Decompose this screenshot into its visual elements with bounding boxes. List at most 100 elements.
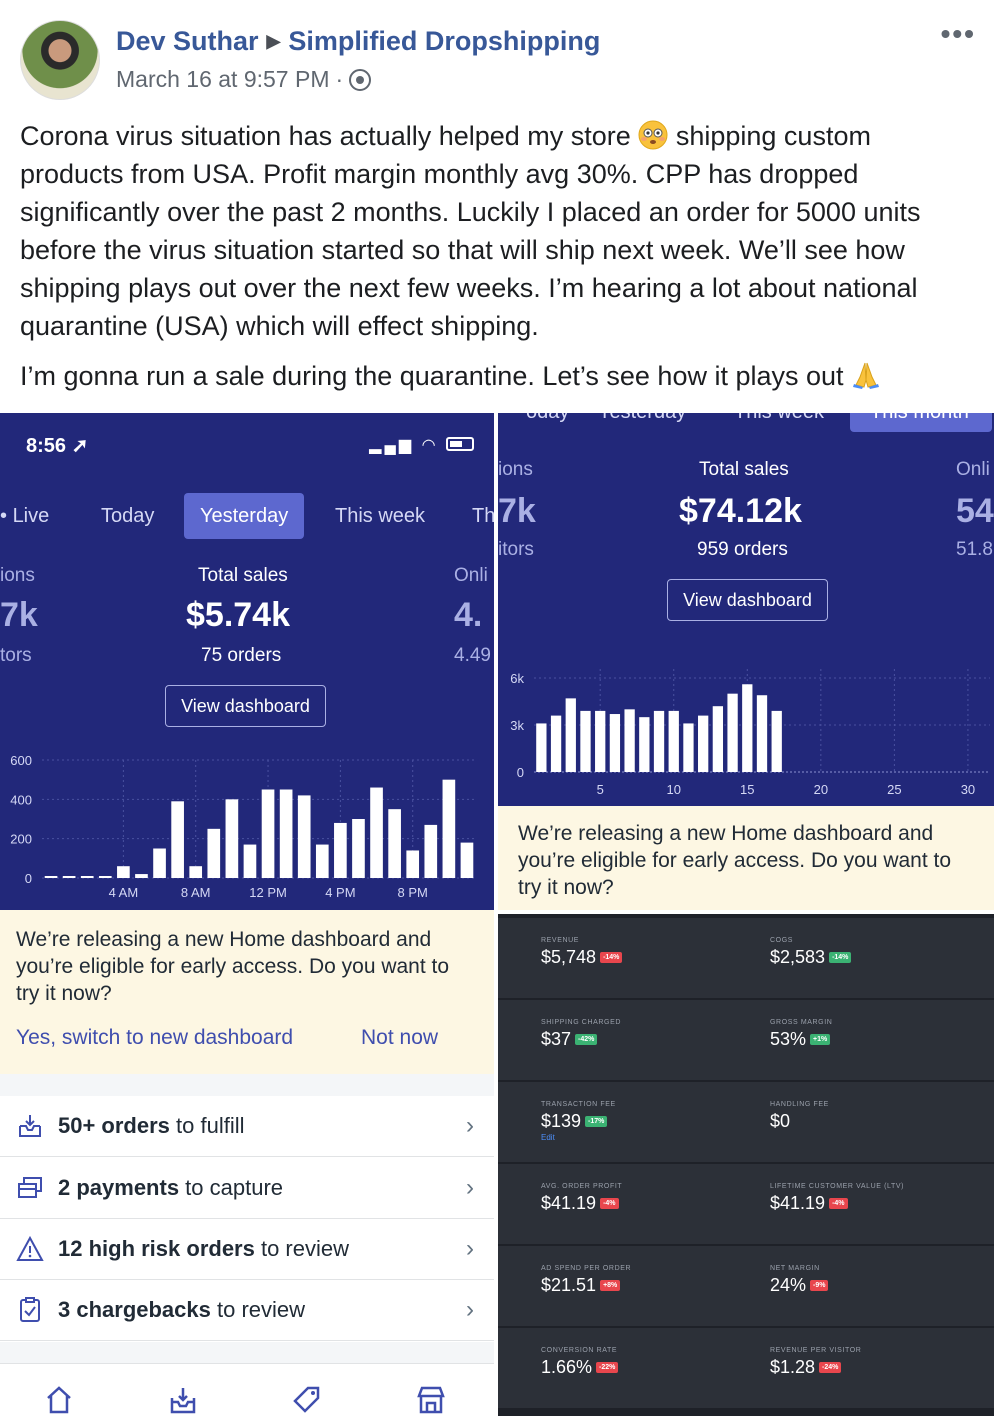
task-chargebacks[interactable]: 3 chargebacks to review › [0,1280,494,1341]
banner-text: We’re releasing a new Home dashboard and… [16,928,450,1005]
metric-card: AVG. ORDER PROFIT $41.19 -4% [541,1183,622,1214]
post-timestamp[interactable]: March 16 at 9:57 PM [116,66,330,92]
profit-metrics-panel: REVENUE $5,748 -14% COGS $2,583 -14% SHIPPING … [498,914,994,1416]
metric-card: HANDLING FEE $0 [770,1101,829,1132]
y-tick-label: 3k [510,718,524,733]
bar [315,844,329,878]
tab-yesterday[interactable]: Yesterday [184,493,305,539]
right-top-screenshot: oday Yesterday This week This month ions… [498,413,994,910]
visitors-label-partial: tors [0,645,32,666]
store-icon[interactable] [416,1384,446,1414]
metric-value-line: $41.19 -4% [541,1193,622,1214]
metric-card: NET MARGIN 24% -9% [770,1265,829,1296]
metric-label: LIFETIME CUSTOMER VALUE (LTV) [770,1183,905,1190]
bar [595,710,606,772]
metric-value: $41.19 [541,1193,597,1213]
not-now-link[interactable]: Not now [361,1026,439,1049]
bar [442,779,456,878]
x-tick-label: 10 [667,782,681,797]
bar [536,723,547,772]
author-avatar[interactable] [20,20,100,100]
metric-value: $139 [541,1111,582,1131]
post-body: Corona virus situation has actually help… [20,117,970,395]
metric-value: $0 [770,1111,791,1131]
switch-dashboard-link[interactable]: Yes, switch to new dashboard [16,1026,294,1049]
metric-card: AD SPEND PER ORDER $21.51 +8% [541,1265,631,1296]
metric-row: AVG. ORDER PROFIT $41.19 -4% LIFETIME CUSTO… [498,1164,994,1244]
signal-icon: ▂▄▆ [369,437,415,454]
online-label-partial: Onli [956,459,990,480]
x-tick-label: 5 [597,782,604,797]
metric-value-line: $0 [770,1111,829,1132]
bar [62,876,76,878]
metric-card: GROSS MARGIN 53% +1% [770,1019,832,1050]
tab-this-month-highlight [850,413,992,432]
total-sales-value: $74.12k [679,492,802,530]
bar [742,684,753,772]
change-badge: -22% [596,1362,619,1373]
tab-this-month-partial[interactable]: This month [870,413,969,424]
tab-yesterday-partial[interactable]: Yesterday [598,413,686,424]
y-tick-label: 6k [510,671,524,686]
bar [406,850,420,878]
sessions-label-partial: ions [0,565,35,586]
post-text-part: shipping custom products from USA. Profi… [20,121,921,341]
metric-row: REVENUE $5,748 -14% COGS $2,583 -14% [498,918,994,998]
bar [171,801,184,878]
bar [565,698,576,772]
more-options-icon[interactable]: ••• [940,18,976,49]
section-gap [0,1074,494,1096]
metric-label: REVENUE [541,937,580,944]
y-tick-label: 0 [517,765,524,780]
bar [80,876,94,878]
task-capture-payments[interactable]: 2 payments to capture › [0,1158,494,1219]
left-screenshot: 8:56 ➚ ▂▄▆ ◠ • Live Today Yesterday This… [0,413,494,1416]
bar [771,710,782,772]
sessions-label-partial: ions [498,459,533,480]
metric-label: AVG. ORDER PROFIT [541,1183,623,1190]
flushed-face-emoji-icon [638,120,668,150]
metric-label: HANDLING FEE [770,1101,829,1108]
bar [460,842,474,878]
tab-this-week-partial[interactable]: This week [734,413,824,424]
metric-value-line: $41.19 -4% [770,1193,904,1214]
home-icon[interactable] [44,1384,74,1414]
metric-value-line: $139 -17% [541,1111,616,1132]
visitors-label-partial: itors [498,539,534,560]
bar [44,876,58,878]
view-dashboard-button[interactable]: View dashboard [667,579,828,621]
total-sales-label: Total sales [198,565,288,586]
tab-live[interactable]: • Live [0,505,50,527]
metric-value-line: $21.51 +8% [541,1275,631,1296]
orders-icon[interactable] [168,1384,198,1414]
metric-value-line: $37 -42% [541,1029,621,1050]
tab-today[interactable]: Today [101,505,155,527]
orders-count: 959 orders [697,539,788,560]
hourly-sales-chart: 600 400 200 0 4 AM 8 AM 12 PM 4 PM 8 PM [10,753,476,900]
y-tick-label: 400 [10,792,32,807]
post-meta: March 16 at 9:57 PM · [116,66,372,93]
metric-label: REVENUE PER VISITOR [770,1347,862,1354]
chevron-right-icon: › [466,1174,474,1201]
folded-hands-emoji-icon [853,362,880,389]
bar [668,710,679,772]
fulfill-icon [19,1115,41,1137]
group-name[interactable]: Simplified Dropshipping [288,26,601,56]
edit-link[interactable]: Edit [541,1133,555,1142]
change-badge: -14% [600,952,623,963]
metric-value-line: 1.66% -22% [541,1357,619,1378]
metric-card: TRANSACTION FEE $139 -17% Edit [541,1101,616,1142]
view-dashboard-button[interactable]: View dashboard [165,685,326,727]
change-badge: -42% [575,1034,598,1045]
metric-label: TRANSACTION FEE [541,1101,616,1108]
bar [550,715,562,772]
products-icon[interactable] [292,1384,322,1414]
metric-card: REVENUE PER VISITOR $1.28 -24% [770,1347,861,1378]
author-name[interactable]: Dev Suthar [116,26,259,56]
metric-label: SHIPPING CHARGED [541,1019,621,1026]
tab-today-partial[interactable]: oday [526,413,569,424]
tab-partial[interactable]: Th [472,505,494,527]
task-high-risk[interactable]: 12 high risk orders to review › [0,1219,494,1280]
tab-this-week[interactable]: This week [335,505,426,527]
task-fulfill-orders[interactable]: 50+ orders to fulfill › [0,1096,494,1157]
